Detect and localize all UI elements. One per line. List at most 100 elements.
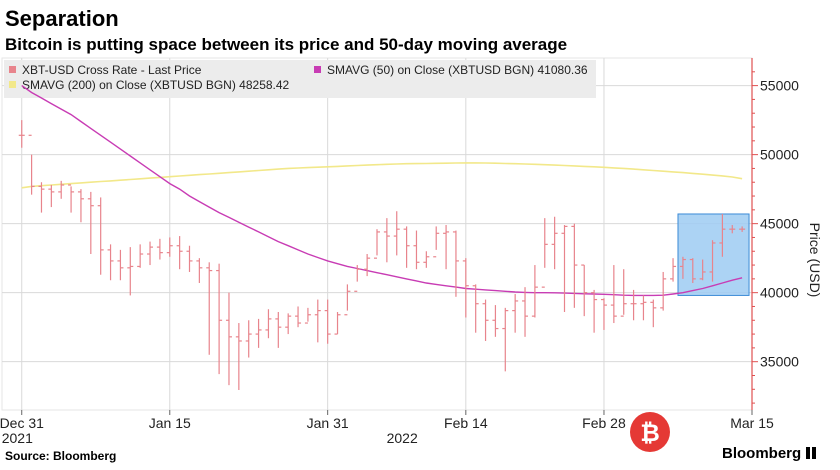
x-year-label: 2021 [2, 430, 33, 446]
price-bar [670, 258, 677, 282]
price-bar [541, 218, 548, 288]
y-tick-label: 45000 [760, 216, 799, 232]
svg-text:₿: ₿ [640, 420, 660, 447]
price-bar [551, 216, 558, 270]
price-bar [660, 271, 667, 311]
price-bars [18, 120, 746, 390]
x-tick-label: Jan 31 [307, 415, 349, 431]
legend: XBT-USD Cross Rate - Last Price SMAVG (5… [4, 60, 596, 98]
legend-sma50: SMAVG (50) on Close (XBTUSD BGN) 41080.3… [327, 63, 588, 77]
y-tick-label: 50000 [760, 147, 799, 163]
x-tick-label: Feb 14 [444, 415, 488, 431]
legend-swatch-sma50 [314, 66, 321, 73]
price-bar [600, 298, 607, 330]
highlight-box [677, 213, 750, 296]
price-bar [640, 295, 647, 321]
price-bar [58, 180, 65, 199]
price-bar [176, 236, 183, 270]
price-bar [68, 184, 75, 213]
price-bar [383, 218, 390, 263]
price-bar [403, 226, 410, 268]
price-bar [166, 237, 173, 257]
price-bar [245, 320, 252, 358]
price-bar [719, 213, 726, 257]
price-bar [18, 120, 25, 148]
price-bar [492, 305, 499, 337]
bloomberg-mark-icon [806, 447, 816, 459]
price-bar [620, 269, 627, 317]
price-bar [196, 258, 203, 284]
price-bar [679, 256, 686, 279]
y-axis-label: Price (USD) [807, 223, 823, 298]
sma200-line [21, 162, 743, 189]
price-bar [87, 191, 94, 255]
bitcoin-watermark-icon: ₿ [630, 412, 670, 452]
price-bar [739, 226, 746, 232]
y-axis-ticks: 35000 40000 45000 50000 55000 [752, 71, 799, 404]
price-bar [225, 292, 232, 386]
price-bar [413, 230, 420, 270]
legend-swatch-price [9, 66, 16, 73]
legend-background [4, 60, 596, 98]
y-tick-label: 35000 [760, 354, 799, 370]
price-bar [137, 244, 144, 268]
legend-sma200: SMAVG (200) on Close (XBTUSD BGN) 48258.… [22, 78, 290, 92]
price-bar [423, 251, 430, 268]
price-bar [374, 229, 380, 259]
price-bar [107, 244, 114, 281]
price-bar [255, 318, 262, 348]
price-bar [156, 238, 163, 260]
price-bar [147, 241, 154, 266]
price-bar [522, 287, 529, 337]
price-bar [709, 240, 716, 282]
chart-title: Separation [5, 6, 119, 31]
price-bar [285, 313, 292, 335]
legend-swatch-sma200 [9, 81, 16, 88]
price-bar [482, 299, 489, 341]
price-bar [344, 284, 351, 316]
price-bar [729, 225, 736, 234]
price-bar [433, 226, 440, 258]
x-axis-ticks: Dec 31 Jan 15 Jan 31 Feb 14 Feb 28 Mar 15 2021… [0, 410, 774, 446]
price-bar [364, 254, 371, 277]
x-tick-label: Mar 15 [730, 415, 774, 431]
price-bar [393, 211, 400, 256]
price-bar [235, 323, 242, 390]
price-bar [127, 247, 134, 296]
price-bar [689, 258, 696, 284]
price-bar [650, 299, 657, 328]
price-bar [472, 284, 479, 333]
price-bar [28, 134, 35, 195]
price-bar [216, 263, 223, 375]
price-bar [206, 262, 213, 355]
price-bar [314, 299, 321, 343]
chart-subtitle: Bitcoin is putting space between its pri… [5, 35, 567, 54]
source-note: Source: Bloomberg [5, 449, 116, 463]
price-bar [117, 249, 124, 281]
y-tick-label: 40000 [760, 285, 799, 301]
price-bar [561, 225, 568, 312]
price-bar [443, 225, 450, 270]
price-bar [502, 307, 509, 372]
price-bar [354, 265, 361, 292]
x-year-label: 2022 [387, 430, 418, 446]
legend-price: XBT-USD Cross Rate - Last Price [22, 63, 202, 77]
bloomberg-logo: Bloomberg [722, 445, 801, 462]
price-bar [295, 306, 302, 328]
price-bar [334, 311, 341, 335]
price-bar [462, 258, 469, 318]
price-bar [304, 307, 311, 324]
price-bar [48, 184, 55, 208]
price-bar [581, 264, 588, 317]
price-bar [265, 309, 272, 339]
price-bar [324, 299, 331, 344]
x-tick-label: Dec 31 [0, 415, 44, 431]
price-bar [699, 259, 706, 281]
price-bar [531, 265, 538, 318]
price-bar [97, 197, 104, 275]
price-bar [591, 289, 598, 333]
x-tick-label: Jan 15 [149, 415, 191, 431]
price-bar [452, 230, 459, 297]
price-bar [275, 311, 282, 348]
